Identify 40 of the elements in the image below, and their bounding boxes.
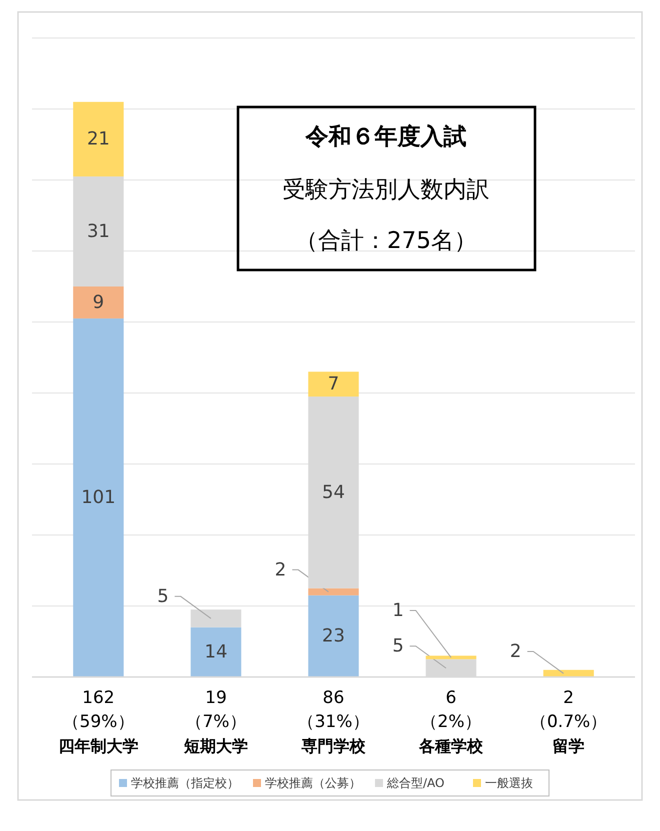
bar	[73, 286, 124, 318]
legend-label: 学校推薦（指定校）	[131, 776, 239, 790]
bar	[308, 588, 359, 596]
total-label: 86 （31%）	[298, 688, 370, 732]
x-tick-label: 留学	[552, 736, 585, 756]
text: 受験方法別人数内訳	[282, 177, 490, 203]
data-label: 54	[322, 482, 345, 503]
bar	[190, 610, 242, 628]
total-label: 162 （59%）	[62, 688, 134, 732]
data-label: 21	[86, 128, 110, 150]
x-tick-label: 四年制大学	[58, 736, 138, 756]
x-tick-label: 専門学校	[300, 736, 366, 756]
bar	[426, 656, 476, 660]
text: 令和６年度入試	[304, 123, 466, 150]
bar	[543, 670, 594, 677]
legend-label: 学校推薦（公募）	[265, 776, 361, 790]
data-label: 9	[92, 292, 104, 313]
legend-label: 総合型/AO	[386, 776, 444, 790]
bar	[190, 627, 242, 677]
annotation: （合計：275名）	[295, 228, 477, 254]
legend-label: 一般選抜	[485, 776, 533, 790]
x-tick-label: 短期大学	[182, 736, 248, 756]
data-label: 2	[274, 559, 286, 580]
data-label: 7	[328, 374, 340, 395]
data-label: 14	[204, 642, 228, 663]
total-label: 6 （2%）	[420, 688, 482, 732]
bar	[308, 595, 359, 677]
data-label: 2	[510, 640, 522, 662]
x-tick-label: 各種学校	[418, 736, 484, 756]
total-label: 19 （7%）	[185, 688, 246, 732]
data-label: 5	[392, 636, 404, 657]
total-label: 2 （0.7%）	[530, 688, 608, 732]
data-label: 31	[86, 220, 110, 242]
bar	[73, 102, 124, 176]
data-label: 101	[81, 487, 116, 508]
bar	[308, 372, 359, 397]
bar	[73, 318, 124, 677]
data-label: 1	[392, 600, 404, 621]
data-label: 23	[322, 626, 345, 647]
data-label: 5	[157, 586, 169, 607]
